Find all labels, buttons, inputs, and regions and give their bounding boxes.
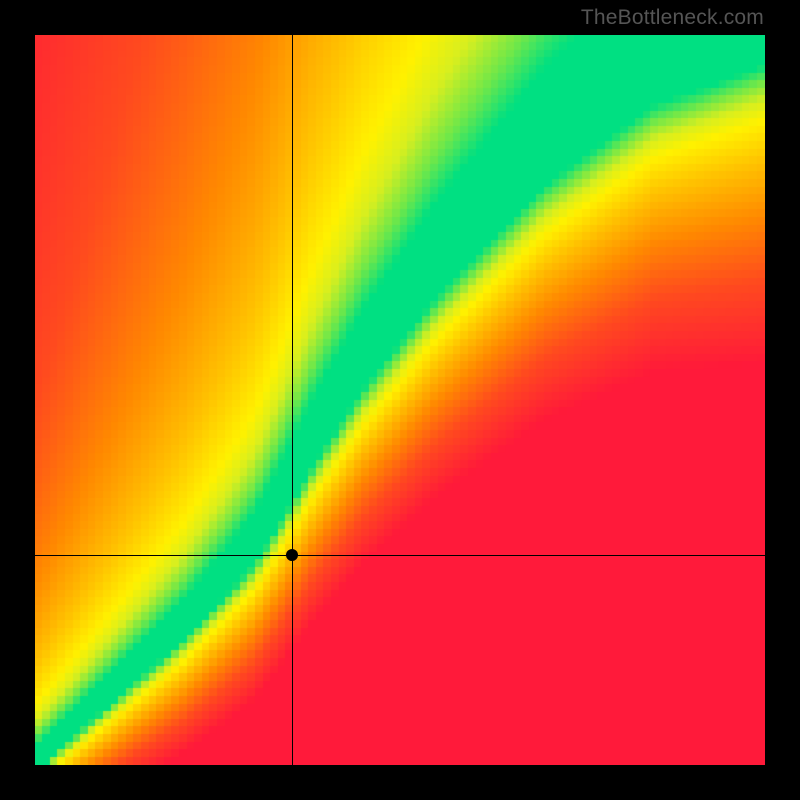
watermark-text: TheBottleneck.com	[581, 6, 764, 30]
plot-area	[35, 35, 765, 765]
heatmap-canvas	[35, 35, 765, 765]
chart-container: TheBottleneck.com	[0, 0, 800, 800]
